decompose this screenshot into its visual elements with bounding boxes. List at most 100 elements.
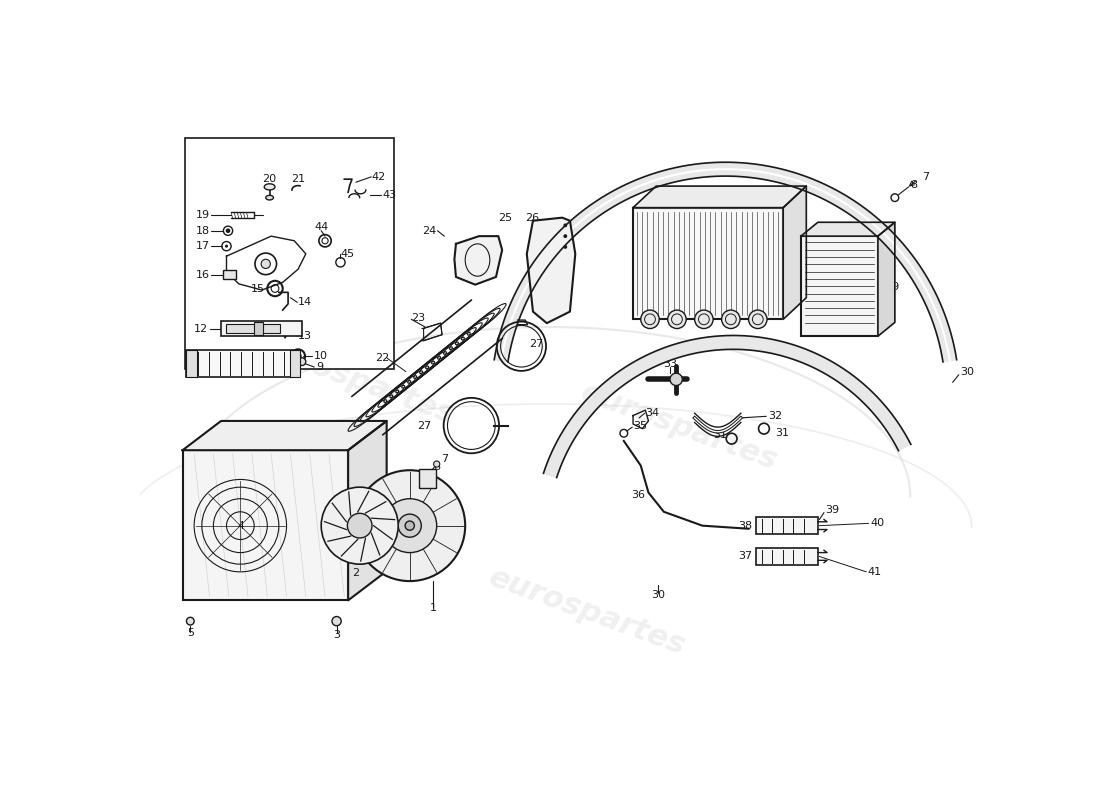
Bar — [183, 450, 348, 600]
Polygon shape — [348, 421, 387, 600]
Text: 11: 11 — [199, 359, 212, 369]
Text: 41: 41 — [868, 567, 882, 577]
Text: 23: 23 — [411, 313, 426, 322]
Text: 12: 12 — [195, 323, 208, 334]
Circle shape — [298, 358, 306, 366]
Ellipse shape — [264, 184, 275, 190]
Text: 33: 33 — [663, 359, 676, 369]
Circle shape — [226, 245, 228, 248]
Text: 32: 32 — [768, 411, 782, 422]
Circle shape — [187, 618, 195, 625]
Circle shape — [332, 617, 341, 626]
Text: 26: 26 — [526, 213, 539, 222]
Circle shape — [748, 310, 767, 329]
Bar — [419, 469, 436, 488]
Text: 15: 15 — [251, 283, 265, 294]
Text: 25: 25 — [498, 213, 513, 222]
Circle shape — [668, 310, 686, 329]
Text: 27: 27 — [417, 421, 431, 430]
Text: 16: 16 — [196, 270, 210, 280]
Polygon shape — [454, 236, 502, 285]
Polygon shape — [543, 335, 911, 478]
Text: 1: 1 — [429, 603, 437, 613]
Text: 44: 44 — [315, 222, 328, 232]
Bar — [757, 517, 818, 534]
Ellipse shape — [266, 195, 274, 200]
Text: 34: 34 — [646, 408, 660, 418]
Polygon shape — [783, 186, 806, 319]
Bar — [185, 138, 395, 370]
Text: 39: 39 — [825, 506, 839, 515]
Text: 2: 2 — [352, 568, 360, 578]
Text: 13: 13 — [298, 331, 312, 342]
Text: 40: 40 — [870, 518, 884, 528]
Circle shape — [640, 310, 659, 329]
Text: 38: 38 — [738, 521, 752, 530]
Text: 7: 7 — [922, 172, 928, 182]
Text: 35: 35 — [634, 421, 647, 430]
Polygon shape — [494, 162, 957, 362]
Text: 6: 6 — [433, 462, 440, 472]
Polygon shape — [878, 222, 895, 336]
Bar — [801, 236, 878, 336]
Circle shape — [321, 487, 398, 564]
Circle shape — [383, 498, 437, 553]
Text: eurospartes: eurospartes — [253, 332, 459, 430]
Text: 7: 7 — [441, 454, 448, 465]
Bar — [634, 208, 783, 319]
Circle shape — [563, 245, 568, 249]
Text: 20: 20 — [263, 174, 277, 184]
Text: 43: 43 — [383, 190, 397, 199]
Text: 8: 8 — [911, 179, 917, 190]
Bar — [221, 321, 301, 336]
Text: eurospartes: eurospartes — [484, 563, 690, 661]
Text: 31: 31 — [776, 428, 790, 438]
Text: 45: 45 — [341, 249, 354, 259]
Bar — [254, 322, 264, 334]
Text: 27: 27 — [529, 339, 543, 349]
Polygon shape — [801, 222, 895, 236]
Text: 37: 37 — [738, 551, 752, 562]
Text: 42: 42 — [372, 172, 385, 182]
Bar — [757, 548, 818, 565]
Circle shape — [354, 470, 465, 581]
FancyBboxPatch shape — [223, 270, 235, 279]
Polygon shape — [634, 186, 806, 208]
Circle shape — [563, 234, 568, 238]
Text: eurospartes: eurospartes — [576, 378, 782, 476]
Circle shape — [348, 514, 372, 538]
Circle shape — [261, 259, 271, 269]
Text: 9: 9 — [316, 362, 323, 372]
Circle shape — [433, 461, 440, 467]
Bar — [227, 324, 280, 333]
Bar — [186, 350, 197, 377]
Text: 36: 36 — [631, 490, 646, 500]
Text: 4: 4 — [236, 521, 244, 530]
Text: 5: 5 — [187, 629, 194, 638]
Bar — [289, 350, 300, 377]
Text: 3: 3 — [333, 630, 340, 640]
Polygon shape — [527, 218, 575, 323]
Text: 19: 19 — [196, 210, 210, 220]
Text: 28: 28 — [702, 205, 716, 215]
Circle shape — [695, 310, 713, 329]
Text: 22: 22 — [375, 353, 389, 363]
Text: 17: 17 — [196, 241, 210, 251]
Circle shape — [226, 229, 230, 233]
Circle shape — [670, 373, 682, 386]
Circle shape — [398, 514, 421, 538]
Bar — [186, 350, 300, 377]
Text: 30: 30 — [651, 590, 664, 600]
Text: 31: 31 — [713, 430, 727, 440]
Text: 21: 21 — [292, 174, 305, 184]
Text: 10: 10 — [314, 351, 328, 362]
Circle shape — [722, 310, 740, 329]
Text: 29: 29 — [886, 282, 900, 292]
Text: 24: 24 — [422, 226, 437, 236]
Text: 18: 18 — [196, 226, 210, 236]
Polygon shape — [183, 421, 387, 450]
Text: 14: 14 — [298, 298, 312, 307]
Circle shape — [563, 223, 568, 227]
Text: 30: 30 — [960, 366, 975, 377]
Circle shape — [405, 521, 415, 530]
